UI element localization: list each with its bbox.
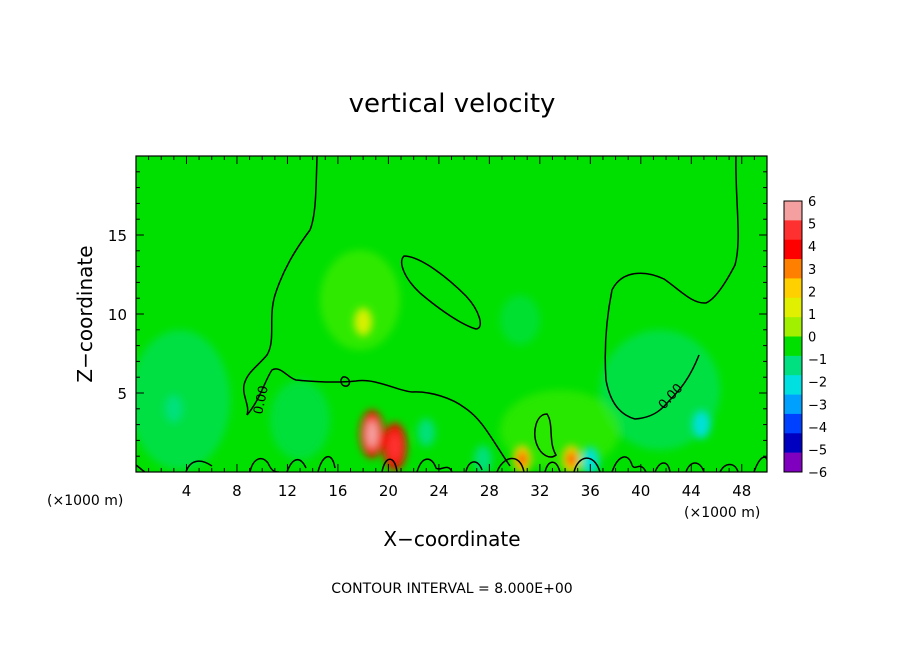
downdraft-region [474, 445, 493, 472]
x-tick-label: 40 [631, 482, 650, 500]
downdraft-region [417, 418, 436, 447]
colorbar-swatch [784, 317, 802, 337]
x-tick-label: 48 [732, 482, 751, 500]
downdraft-region [692, 410, 711, 439]
x-tick-label: 28 [480, 482, 499, 500]
x-tick-label: 24 [429, 482, 448, 500]
colorbar-label: −1 [808, 353, 827, 368]
colorbar-swatch [784, 239, 802, 260]
colorbar-label: 3 [808, 263, 816, 278]
updraft-core [567, 452, 576, 467]
colorbar-label: 4 [808, 240, 816, 255]
colorbar-swatch [784, 433, 802, 453]
x-unit-right: (×1000 m) [684, 505, 760, 521]
x-tick-label: 4 [182, 482, 192, 500]
x-tick-label: 20 [379, 482, 398, 500]
colorbar-swatch [784, 336, 802, 357]
colorbar-swatch [784, 452, 802, 473]
colorbar-swatch [784, 201, 802, 221]
colorbar-swatch [784, 220, 802, 241]
contour-label: 0.00 [251, 384, 272, 415]
colorbar-swatch [784, 355, 802, 376]
updraft-core [518, 452, 527, 467]
heatmap-field [136, 156, 767, 472]
colorbar-swatch [784, 278, 802, 299]
x-tick-label: 12 [278, 482, 297, 500]
x-tick-label: 8 [232, 482, 242, 500]
colorbar-label: −5 [808, 443, 827, 458]
x-tick-label: 36 [581, 482, 600, 500]
updraft-core [388, 432, 401, 461]
colorbar-label: 5 [808, 218, 816, 233]
colorbar-label: −6 [808, 466, 827, 481]
y-tick-label: 10 [108, 306, 127, 324]
downdraft-region [581, 446, 600, 472]
colorbar-label: −4 [808, 421, 827, 436]
x-tick-label: 44 [682, 482, 701, 500]
colorbar-label: −2 [808, 376, 827, 391]
colorbar-label: −3 [808, 398, 827, 413]
colorbar-label: 2 [808, 285, 816, 300]
y-tick-label: 15 [108, 227, 127, 245]
chart-title: vertical velocity [349, 89, 556, 119]
updraft-core [365, 420, 378, 449]
downdraft-region [164, 394, 183, 423]
colorbar: 6 5 4 3 2 1 0 −1 −2 −3 −4 −5 −6 [783, 195, 827, 481]
y-axis-label: Z−coordinate [73, 245, 97, 382]
contour-interval: CONTOUR INTERVAL = 8.000E+00 [331, 581, 572, 597]
x-unit-left: (×1000 m) [47, 493, 123, 509]
colorbar-swatch [784, 375, 802, 395]
updraft-region [354, 307, 373, 336]
colorbar-label: 1 [808, 308, 816, 323]
colorbar-label: 6 [808, 195, 816, 210]
colorbar-swatch [784, 394, 802, 415]
colorbar-label: 0 [808, 331, 816, 346]
contour-lines [136, 156, 767, 472]
x-tick-label: 16 [328, 482, 347, 500]
colorbar-swatch [784, 297, 802, 318]
y-tick-label: 5 [117, 385, 127, 403]
colorbar-frame [783, 200, 803, 473]
x-axis-label: X−coordinate [383, 527, 520, 551]
colorbar-swatch [784, 259, 802, 279]
colorbar-swatch [784, 413, 802, 434]
x-tick-label: 32 [530, 482, 549, 500]
